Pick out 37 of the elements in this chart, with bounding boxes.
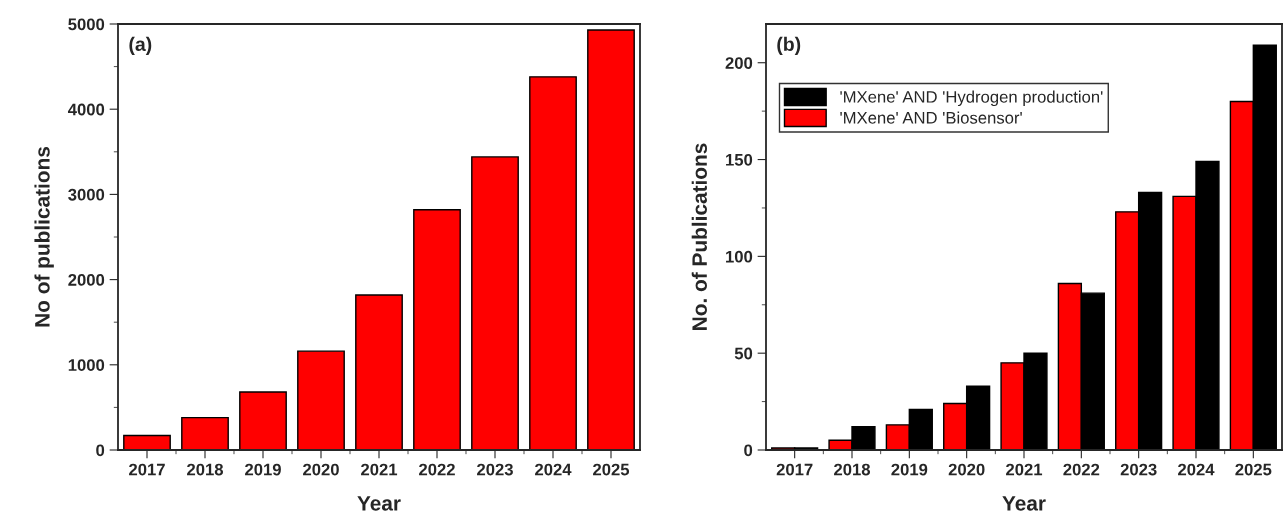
x-tick-label: 2022 bbox=[1063, 463, 1100, 476]
x-axis-title: Year bbox=[357, 496, 401, 511]
annotation: (a) bbox=[129, 36, 152, 55]
x-tick-label: 2020 bbox=[948, 463, 985, 476]
x-tick-label: 2019 bbox=[245, 463, 281, 476]
legend-label: 'MXene' AND 'Biosensor' bbox=[840, 111, 1022, 124]
y-tick-label: 100 bbox=[726, 250, 753, 263]
x-tick-label: 2023 bbox=[477, 463, 513, 476]
x-tick-label: 2017 bbox=[776, 463, 813, 476]
x-tick-label: 2018 bbox=[187, 463, 224, 476]
y-axis-title: No of publications bbox=[34, 147, 54, 327]
y-tick-label: 5000 bbox=[68, 18, 105, 31]
y-axis-title: No. of Publications bbox=[691, 143, 707, 330]
x-tick-label: 2023 bbox=[1120, 463, 1157, 476]
x-tick-label: 2024 bbox=[535, 463, 572, 476]
y-tick-label: 0 bbox=[96, 444, 105, 457]
y-tick-label: 1000 bbox=[68, 359, 105, 371]
x-tick-label: 2025 bbox=[1235, 463, 1272, 476]
y-tick-label: 0 bbox=[744, 444, 753, 457]
x-tick-label: 2021 bbox=[1006, 463, 1043, 476]
annotation: (b) bbox=[777, 36, 801, 55]
y-tick-label: 3000 bbox=[68, 188, 105, 201]
y-tick-label: 2000 bbox=[68, 274, 105, 286]
y-tick-label: 200 bbox=[725, 57, 753, 69]
x-tick-label: 2024 bbox=[1178, 463, 1215, 476]
x-tick-label: 2018 bbox=[834, 463, 871, 476]
x-tick-label: 2020 bbox=[303, 463, 339, 476]
x-tick-label: 2017 bbox=[129, 463, 165, 476]
legend-label: 'MXene' AND 'Hydrogen production' bbox=[840, 90, 1103, 107]
y-tick-label: 150 bbox=[726, 153, 753, 166]
x-tick-label: 2022 bbox=[419, 463, 455, 476]
x-tick-label: 2025 bbox=[593, 463, 630, 476]
y-tick-label: 4000 bbox=[67, 103, 105, 116]
x-tick-label: 2021 bbox=[361, 463, 398, 476]
y-tick-label: 50 bbox=[734, 347, 753, 360]
x-tick-label: 2019 bbox=[891, 463, 928, 476]
x-axis-title: Year bbox=[1002, 496, 1046, 511]
